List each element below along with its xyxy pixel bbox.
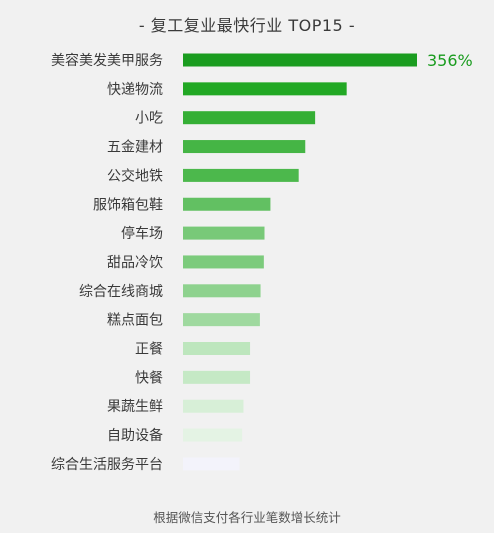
- category-label: 五金建材: [107, 140, 163, 156]
- data-label: 356%: [427, 51, 473, 70]
- category-label: 自助设备: [107, 427, 163, 444]
- bar: [183, 53, 417, 67]
- category-label: 公交地铁: [107, 167, 163, 184]
- bar: [183, 111, 316, 125]
- bar: [183, 457, 240, 471]
- category-label: 综合生活服务平台: [51, 457, 163, 473]
- bar: [183, 197, 271, 211]
- category-label: 停车场: [121, 225, 163, 242]
- category-label: 美容美发美甲服务: [51, 52, 163, 69]
- bar: [183, 370, 251, 384]
- chart-title: - 复工复业最快行业 TOP15 -: [138, 16, 356, 35]
- category-label: 甜品冷饮: [107, 255, 163, 271]
- bar: [183, 226, 265, 240]
- bar: [183, 140, 306, 154]
- category-label: 服饰箱包鞋: [93, 197, 163, 213]
- bar: [183, 168, 299, 182]
- bar: [183, 428, 243, 442]
- bar: [183, 313, 260, 327]
- category-label: 快递物流: [107, 82, 163, 98]
- bar: [183, 342, 251, 355]
- bar: [183, 255, 264, 269]
- category-label: 正餐: [135, 342, 163, 358]
- chart-footnote: 根据微信支付各行业笔数增长统计: [153, 510, 341, 525]
- category-label: 快餐: [135, 370, 163, 386]
- category-label: 果蔬生鲜: [107, 399, 163, 415]
- bar: [183, 284, 261, 298]
- category-label: 糕点面包: [107, 313, 163, 329]
- category-label: 综合在线商城: [79, 284, 163, 300]
- bar: [183, 82, 347, 96]
- category-label: 小吃: [135, 111, 163, 127]
- bar: [183, 399, 244, 413]
